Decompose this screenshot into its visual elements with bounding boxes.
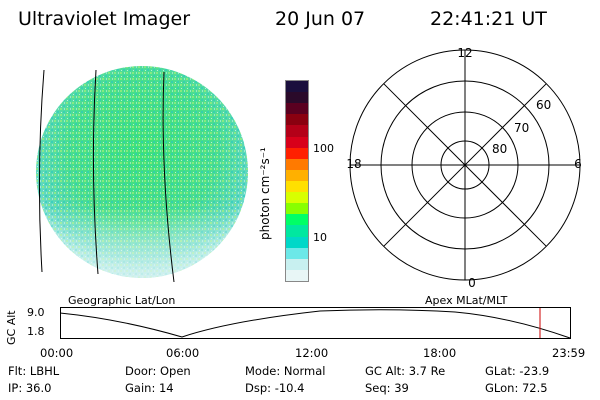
status-label: Flt: <box>8 364 27 378</box>
status-value: Normal <box>283 364 326 378</box>
x-tick-0600: 06:00 <box>166 346 200 360</box>
status-dsp: Dsp: -10.4 <box>245 381 304 395</box>
colorbar-segment <box>286 81 308 93</box>
colorbar-segment <box>286 103 308 115</box>
colorbar-segment <box>286 225 308 237</box>
colorbar-segment <box>286 158 308 170</box>
mlt-label-6: 6 <box>574 157 582 171</box>
colorbar-tick-10: 10 <box>313 231 327 244</box>
geo-label: Geographic Lat/Lon <box>68 294 176 307</box>
status-value: LBHL <box>29 364 60 378</box>
colorbar-segment <box>286 247 308 259</box>
status-glat: GLat: -23.9 <box>485 364 549 378</box>
meridian-line <box>162 71 175 283</box>
status-value: Open <box>159 364 191 378</box>
status-label: GLat: <box>485 364 516 378</box>
status-value: 72.5 <box>521 381 548 395</box>
mlt-label-12: 12 <box>457 46 472 60</box>
status-value: 36.0 <box>25 381 52 395</box>
lat-label-70: 70 <box>514 121 529 135</box>
mlt-label-0: 0 <box>468 276 476 290</box>
colorbar-segment <box>286 125 308 137</box>
header-date: 20 Jun 07 <box>275 8 366 30</box>
altitude-plot <box>60 307 571 339</box>
colorbar-segment <box>286 214 308 226</box>
colorbar-segment <box>286 269 308 281</box>
meridian-line <box>38 69 45 273</box>
timeline-axis-title: GC Alt <box>5 310 18 345</box>
lat-label-60: 60 <box>536 98 551 112</box>
y-tick-top: 9.0 <box>27 306 45 319</box>
status-gc-alt: GC Alt: 3.7 Re <box>365 364 445 378</box>
status-value: -10.4 <box>274 381 305 395</box>
status-door: Door: Open <box>125 364 191 378</box>
app-title: Ultraviolet Imager <box>18 8 191 30</box>
status-value: 39 <box>394 381 409 395</box>
lat-label-80: 80 <box>492 142 507 156</box>
colorbar-segment <box>286 114 308 126</box>
status-label: GLon: <box>485 381 519 395</box>
status-gain: Gain: 14 <box>125 381 174 395</box>
status-value: -23.9 <box>519 364 550 378</box>
status-ip: IP: 36.0 <box>8 381 51 395</box>
status-label: GC Alt: <box>365 364 406 378</box>
colorbar-unit-label: photon cm⁻²s⁻¹ <box>258 147 272 240</box>
colorbar-segment <box>286 258 308 270</box>
colorbar-segment <box>286 192 308 204</box>
colorbar-tick-100: 100 <box>313 142 334 155</box>
uv-image-disk <box>36 66 248 283</box>
mlt-label-18: 18 <box>346 157 361 171</box>
x-tick-1200: 12:00 <box>295 346 329 360</box>
status-value: 14 <box>158 381 174 395</box>
colorbar-segment <box>286 180 308 193</box>
altitude-curve <box>60 309 571 339</box>
polar-grid: 12 18 6 0 60 70 80 <box>346 46 582 290</box>
status-value: 3.7 Re <box>408 364 446 378</box>
x-tick-2359: 23:59 <box>552 346 586 360</box>
status-seq: Seq: 39 <box>365 381 409 395</box>
x-tick-0000: 00:00 <box>40 346 74 360</box>
colorbar-segment <box>286 92 308 104</box>
status-label: Seq: <box>365 381 391 395</box>
header-time: 22:41:21 UT <box>430 8 547 30</box>
status-label: IP: <box>8 381 23 395</box>
x-tick-1800: 18:00 <box>423 346 457 360</box>
status-mode: Mode: Normal <box>245 364 325 378</box>
colorbar-segment <box>286 147 308 159</box>
status-label: Door: <box>125 364 157 378</box>
status-flt: Flt: LBHL <box>8 364 59 378</box>
status-label: Gain: <box>125 381 156 395</box>
status-label: Mode: <box>245 364 281 378</box>
y-tick-bottom: 1.8 <box>27 325 45 338</box>
colorbar-segment <box>286 169 308 181</box>
apex-label: Apex MLat/MLT <box>425 294 508 307</box>
status-label: Dsp: <box>245 381 272 395</box>
colorbar-segment <box>286 203 308 215</box>
colorbar-segment <box>286 136 308 148</box>
status-glon: GLon: 72.5 <box>485 381 548 395</box>
colorbar <box>285 80 309 282</box>
meridian-line <box>92 69 99 275</box>
colorbar-segment <box>286 236 308 248</box>
